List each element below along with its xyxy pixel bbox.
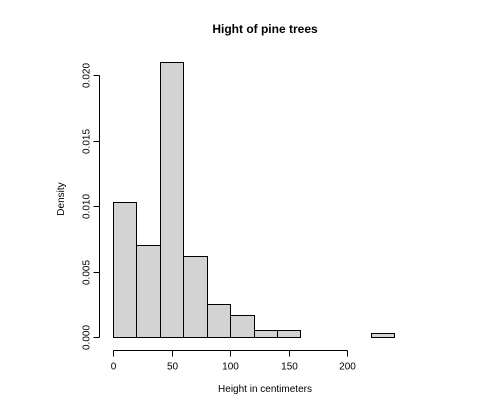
y-tick-label-0: 0.000 xyxy=(82,325,93,350)
x-tick-label-4: 200 xyxy=(339,362,356,373)
histogram-bar-2 xyxy=(136,245,161,338)
histogram-bar-1 xyxy=(113,202,137,338)
y-tick-label-2: 0.010 xyxy=(82,194,93,219)
y-tick-label-1: 0.005 xyxy=(82,260,93,285)
histogram-bar-4 xyxy=(183,256,208,338)
x-tick-label-1: 50 xyxy=(167,362,179,373)
histogram-bar-7 xyxy=(254,330,278,338)
y-axis-title: Density xyxy=(56,182,67,215)
x-axis: 0 50 100 150 200 xyxy=(111,350,356,373)
histogram-bar-8 xyxy=(277,330,301,338)
y-tick-label-3: 0.015 xyxy=(82,129,93,154)
x-tick-label-2: 100 xyxy=(222,362,239,373)
y-tick-label-4: 0.020 xyxy=(82,63,93,88)
x-tick-label-3: 150 xyxy=(281,362,298,373)
histogram-bar-12 xyxy=(371,333,395,338)
chart-title: Hight of pine trees xyxy=(212,22,318,36)
histogram-bar-5 xyxy=(207,304,231,338)
x-axis-title: Height in centimeters xyxy=(218,384,312,395)
histogram-bar-6 xyxy=(230,315,255,338)
bars-layer xyxy=(113,62,395,338)
histogram-bar-3 xyxy=(160,62,184,338)
y-axis: 0.000 0.005 0.010 0.015 0.020 xyxy=(82,63,100,350)
x-tick-label-0: 0 xyxy=(111,362,117,373)
